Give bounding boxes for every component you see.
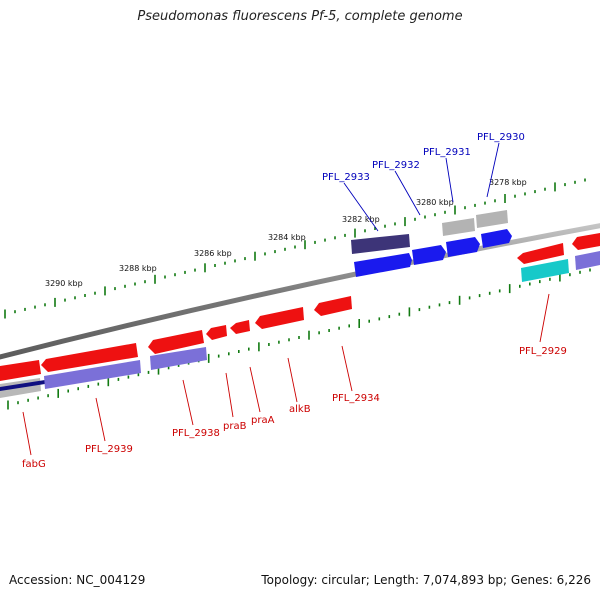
label-alkb: alkB (289, 404, 311, 415)
genome-backbone (0, 223, 600, 360)
tick-label-3278: 3278 kbp (489, 178, 527, 187)
gene-praa-cds[interactable] (230, 320, 250, 334)
label-pfl-2930: PFL_2930 (477, 132, 525, 143)
gene-pfl-2933-cds[interactable] (354, 253, 412, 277)
label-praa: praA (251, 415, 275, 426)
gene-pfl-2930-feature[interactable] (476, 210, 508, 228)
gene-pfl-2929-feature[interactable] (521, 259, 569, 282)
tick-label-3280: 3280 kbp (416, 198, 454, 207)
label-pfl-2938: PFL_2938 (172, 428, 220, 439)
map-title: Pseudomonas fluorescens Pf-5, complete g… (137, 9, 463, 24)
label-pfl-2939: PFL_2939 (85, 444, 133, 455)
label-prab: praB (223, 421, 247, 432)
reverse-strand-genes (0, 233, 600, 398)
gene-alkb-cds[interactable] (255, 307, 304, 329)
forward-strand-genes (351, 210, 512, 277)
tick-label-3282: 3282 kbp (342, 215, 380, 224)
label-pfl-2929: PFL_2929 (519, 346, 567, 357)
gene-pfl-2939-feature[interactable] (44, 360, 141, 389)
label-leader-lines (22, 142, 550, 456)
gene-pfl-2938-feature[interactable] (150, 347, 207, 370)
gene-pfl-2933-feature[interactable] (351, 234, 410, 254)
tick-label-3286: 3286 kbp (194, 249, 232, 258)
gene-pfl-2928-feature[interactable] (575, 251, 600, 270)
gene-pfl-2930-cds[interactable] (481, 229, 512, 248)
label-pfl-2931: PFL_2931 (423, 147, 471, 158)
gene-fabg-navy-bar[interactable] (0, 380, 45, 391)
label-pfl-2934: PFL_2934 (332, 393, 380, 404)
gene-pfl-2932-cds[interactable] (412, 245, 446, 265)
gene-pfl-2931-cds[interactable] (446, 237, 480, 257)
tick-label-3288: 3288 kbp (119, 264, 157, 273)
label-pfl-2933: PFL_2933 (322, 172, 370, 183)
gene-pfl-2934-cds[interactable] (314, 296, 352, 316)
gene-pfl-2928-cds[interactable] (572, 233, 600, 250)
gene-pfl-2931-feature[interactable] (442, 218, 475, 236)
gene-pfl-2939-cds[interactable] (41, 343, 138, 372)
label-pfl-2932: PFL_2932 (372, 160, 420, 171)
tick-label-3290: 3290 kbp (45, 279, 83, 288)
label-fabg: fabG (22, 459, 46, 470)
tick-label-3284: 3284 kbp (268, 233, 306, 242)
accession-text: Accession: NC_004129 (9, 573, 146, 587)
gene-fabg-cds[interactable] (0, 360, 41, 381)
genome-summary-text: Topology: circular; Length: 7,074,893 bp… (261, 573, 591, 587)
gene-pfl-2938-cds[interactable] (148, 330, 204, 354)
outer-scale-ticks (4, 178, 586, 319)
inner-scale-ticks (7, 268, 591, 410)
gene-prab-cds[interactable] (206, 325, 227, 340)
gene-pfl-2929-cds[interactable] (517, 243, 564, 264)
